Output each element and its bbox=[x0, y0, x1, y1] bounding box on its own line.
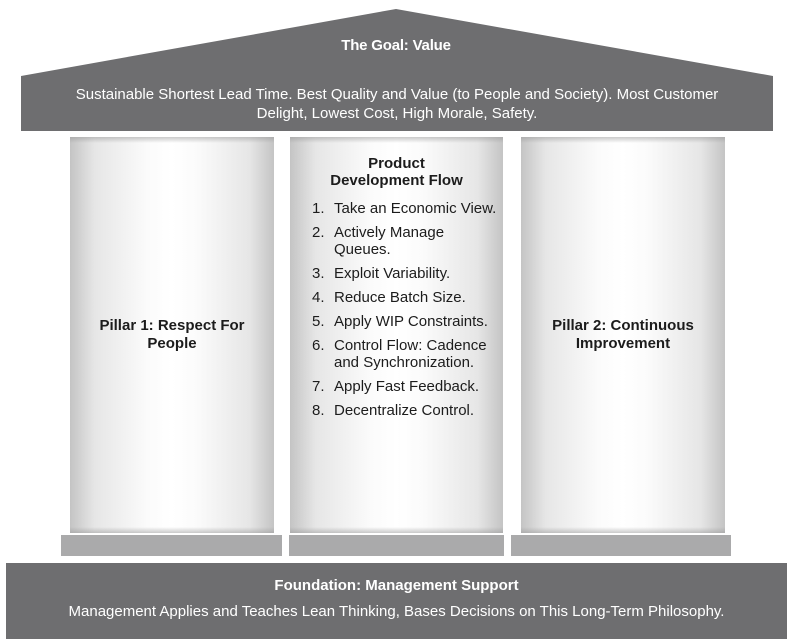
principle-number: 4. bbox=[312, 289, 325, 306]
pillar-1-label: Pillar 1: Respect For People bbox=[70, 317, 274, 353]
principle-text: Apply WIP Constraints. bbox=[334, 313, 488, 330]
principle-number: 6. bbox=[312, 337, 325, 354]
principle-number: 1. bbox=[312, 200, 325, 217]
principle-text: Control Flow: Cadence and Synchronizatio… bbox=[334, 337, 487, 371]
flow-principles-list: 1. Take an Economic View. 2. Actively Ma… bbox=[312, 200, 497, 426]
flow-principle-item: 1. Take an Economic View. bbox=[312, 200, 497, 217]
flow-principle-item: 2. Actively Manage Queues. bbox=[312, 224, 497, 258]
pillar-1-label-line-1: Pillar 1: Respect For bbox=[99, 317, 245, 334]
pillar-base-left bbox=[61, 535, 282, 556]
principle-number: 5. bbox=[312, 313, 325, 330]
principle-number: 8. bbox=[312, 402, 325, 419]
goal-beam: Sustainable Shortest Lead Time. Best Qua… bbox=[21, 76, 773, 131]
principle-text: Take an Economic View. bbox=[334, 200, 497, 217]
pillar-continuous-improvement: Pillar 2: Continuous Improvement bbox=[521, 137, 725, 533]
pillar-respect-for-people: Pillar 1: Respect For People bbox=[70, 137, 274, 533]
principle-number: 2. bbox=[312, 224, 325, 241]
roof-triangle bbox=[21, 9, 773, 76]
goal-title: The Goal: Value bbox=[341, 37, 451, 54]
flow-principle-item: 6. Control Flow: Cadence and Synchroniza… bbox=[312, 337, 497, 371]
flow-principle-item: 3. Exploit Variability. bbox=[312, 265, 497, 282]
principle-text: Actively Manage Queues. bbox=[334, 224, 445, 258]
foundation-title: Foundation: Management Support bbox=[274, 577, 519, 594]
pillar-base-right bbox=[511, 535, 731, 556]
goal-description: Sustainable Shortest Lead Time. Best Qua… bbox=[75, 85, 719, 122]
flow-title: Product Development Flow bbox=[290, 155, 503, 189]
pillar-2-label: Pillar 2: Continuous Improvement bbox=[521, 317, 725, 353]
principle-number: 7. bbox=[312, 378, 325, 395]
principle-text: Reduce Batch Size. bbox=[334, 289, 466, 306]
flow-principle-item: 4. Reduce Batch Size. bbox=[312, 289, 497, 306]
principle-text: Decentralize Control. bbox=[334, 402, 475, 419]
flow-title-line-2: Development Flow bbox=[330, 172, 463, 189]
pillar-base-center bbox=[289, 535, 504, 556]
pillar-2-label-line-1: Pillar 2: Continuous bbox=[552, 317, 694, 334]
pillar-1-label-line-2: People bbox=[147, 335, 197, 352]
principle-number: 3. bbox=[312, 265, 325, 282]
flow-principle-item: 5. Apply WIP Constraints. bbox=[312, 313, 497, 330]
flow-principle-item: 7. Apply Fast Feedback. bbox=[312, 378, 497, 395]
principle-text: Exploit Variability. bbox=[334, 265, 451, 282]
flow-title-line-1: Product bbox=[368, 155, 425, 172]
pillar-2-label-line-2: Improvement bbox=[575, 335, 671, 352]
flow-principle-item: 8. Decentralize Control. bbox=[312, 402, 497, 419]
foundation: Foundation: Management Support Managemen… bbox=[6, 563, 787, 639]
pillar-product-development-flow: Product Development Flow 1. Take an Econ… bbox=[290, 137, 503, 533]
foundation-description: Management Applies and Teaches Lean Thin… bbox=[68, 603, 725, 620]
principle-text: Apply Fast Feedback. bbox=[334, 378, 480, 395]
roof bbox=[21, 9, 773, 76]
